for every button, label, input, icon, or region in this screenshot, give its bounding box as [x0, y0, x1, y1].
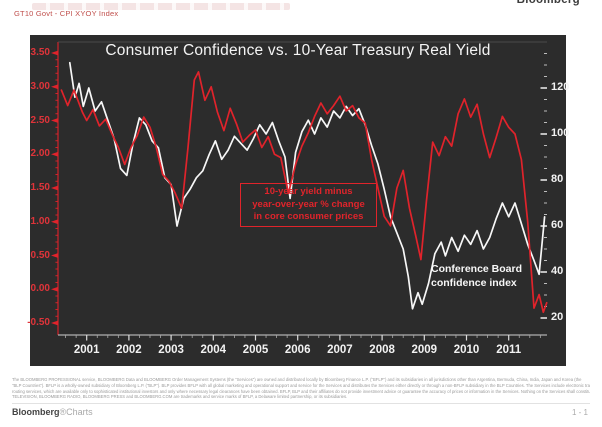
confidence-annotation: Conference Board confidence index	[431, 262, 522, 290]
yield-annotation-line: in core consumer prices	[253, 211, 364, 222]
left-axis-tick-label: 3.50	[30, 47, 50, 58]
footer-brand-suffix: ®Charts	[59, 407, 93, 417]
faint-header-text	[32, 3, 290, 10]
disclaimer-line: TELEVISION, BLOOMBERG RADIO, BLOOMBERG P…	[12, 394, 348, 400]
yield-annotation-line: year-over-year % change	[252, 198, 365, 210]
left-axis-tick-label: 1.50	[30, 182, 50, 193]
x-axis-year-label: 2006	[284, 344, 311, 356]
x-axis-year-label: 2010	[453, 344, 480, 356]
footer-brand: Bloomberg®Charts	[12, 407, 93, 417]
right-axis-tick-label: 40	[551, 265, 564, 277]
yield-annotation-box: 10-year yield minus year-over-year % cha…	[240, 183, 377, 227]
left-axis-tick-label: 2.00	[30, 148, 50, 160]
disclaimer-line: routing services, which are available on…	[12, 388, 590, 394]
right-axis-tick-label: 120	[551, 81, 570, 93]
left-axis-tick-label: -0.50	[27, 317, 50, 328]
x-axis-year-label: 2009	[411, 344, 438, 356]
right-axis-tick-label: 60	[551, 219, 564, 231]
ticker-label: GT10 Govt - CPI XYOY Index	[14, 9, 119, 18]
x-axis-year-label: 2005	[242, 344, 269, 356]
page-indicator: 1 - 1	[571, 408, 588, 417]
x-axis-year-label: 2003	[158, 344, 184, 356]
x-axis-year-label: 2004	[200, 344, 227, 356]
x-axis-year-label: 2001	[73, 344, 100, 356]
left-axis-tick-label: 0.50	[30, 249, 50, 261]
x-axis-year-label: 2008	[369, 344, 395, 356]
x-axis-year-label: 2011	[496, 344, 522, 356]
right-axis-tick-label: 100	[551, 127, 570, 139]
disclaimer-text: The BLOOMBERG PROFESSIONAL service, BLOO…	[12, 377, 590, 401]
left-axis-tick-label: 0.00	[30, 283, 50, 295]
bloomberg-logo: Bloomberg	[517, 0, 580, 8]
disclaimer-line: The BLOOMBERG PROFESSIONAL service, BLOO…	[12, 377, 582, 382]
confidence-annotation-line: Conference Board	[431, 263, 523, 275]
footer-divider	[12, 403, 590, 404]
left-axis-tick-label: 1.00	[30, 215, 50, 227]
yield-annotation-line: 10-year yield minus	[264, 186, 353, 197]
confidence-annotation-line: confidence index	[431, 277, 517, 289]
x-axis-year-label: 2007	[327, 344, 353, 356]
right-axis-tick-label: 80	[551, 173, 564, 185]
footer-brand-text: Bloomberg	[12, 407, 60, 417]
chart-title: Consumer Confidence vs. 10-Year Treasury…	[105, 42, 491, 59]
x-axis-year-label: 2002	[116, 344, 142, 356]
disclaimer-line: "BLP Countries"). BFLP is a wholly-owned…	[12, 382, 590, 388]
bloomberg-logo-text: Bloomberg	[516, 0, 580, 6]
left-axis-tick-label: 3.00	[30, 80, 50, 92]
left-axis-tick-label: 2.50	[30, 114, 50, 126]
right-axis-tick-label: 20	[551, 311, 564, 323]
